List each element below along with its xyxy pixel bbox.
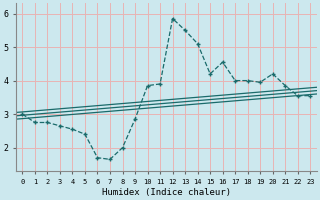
X-axis label: Humidex (Indice chaleur): Humidex (Indice chaleur): [102, 188, 231, 197]
